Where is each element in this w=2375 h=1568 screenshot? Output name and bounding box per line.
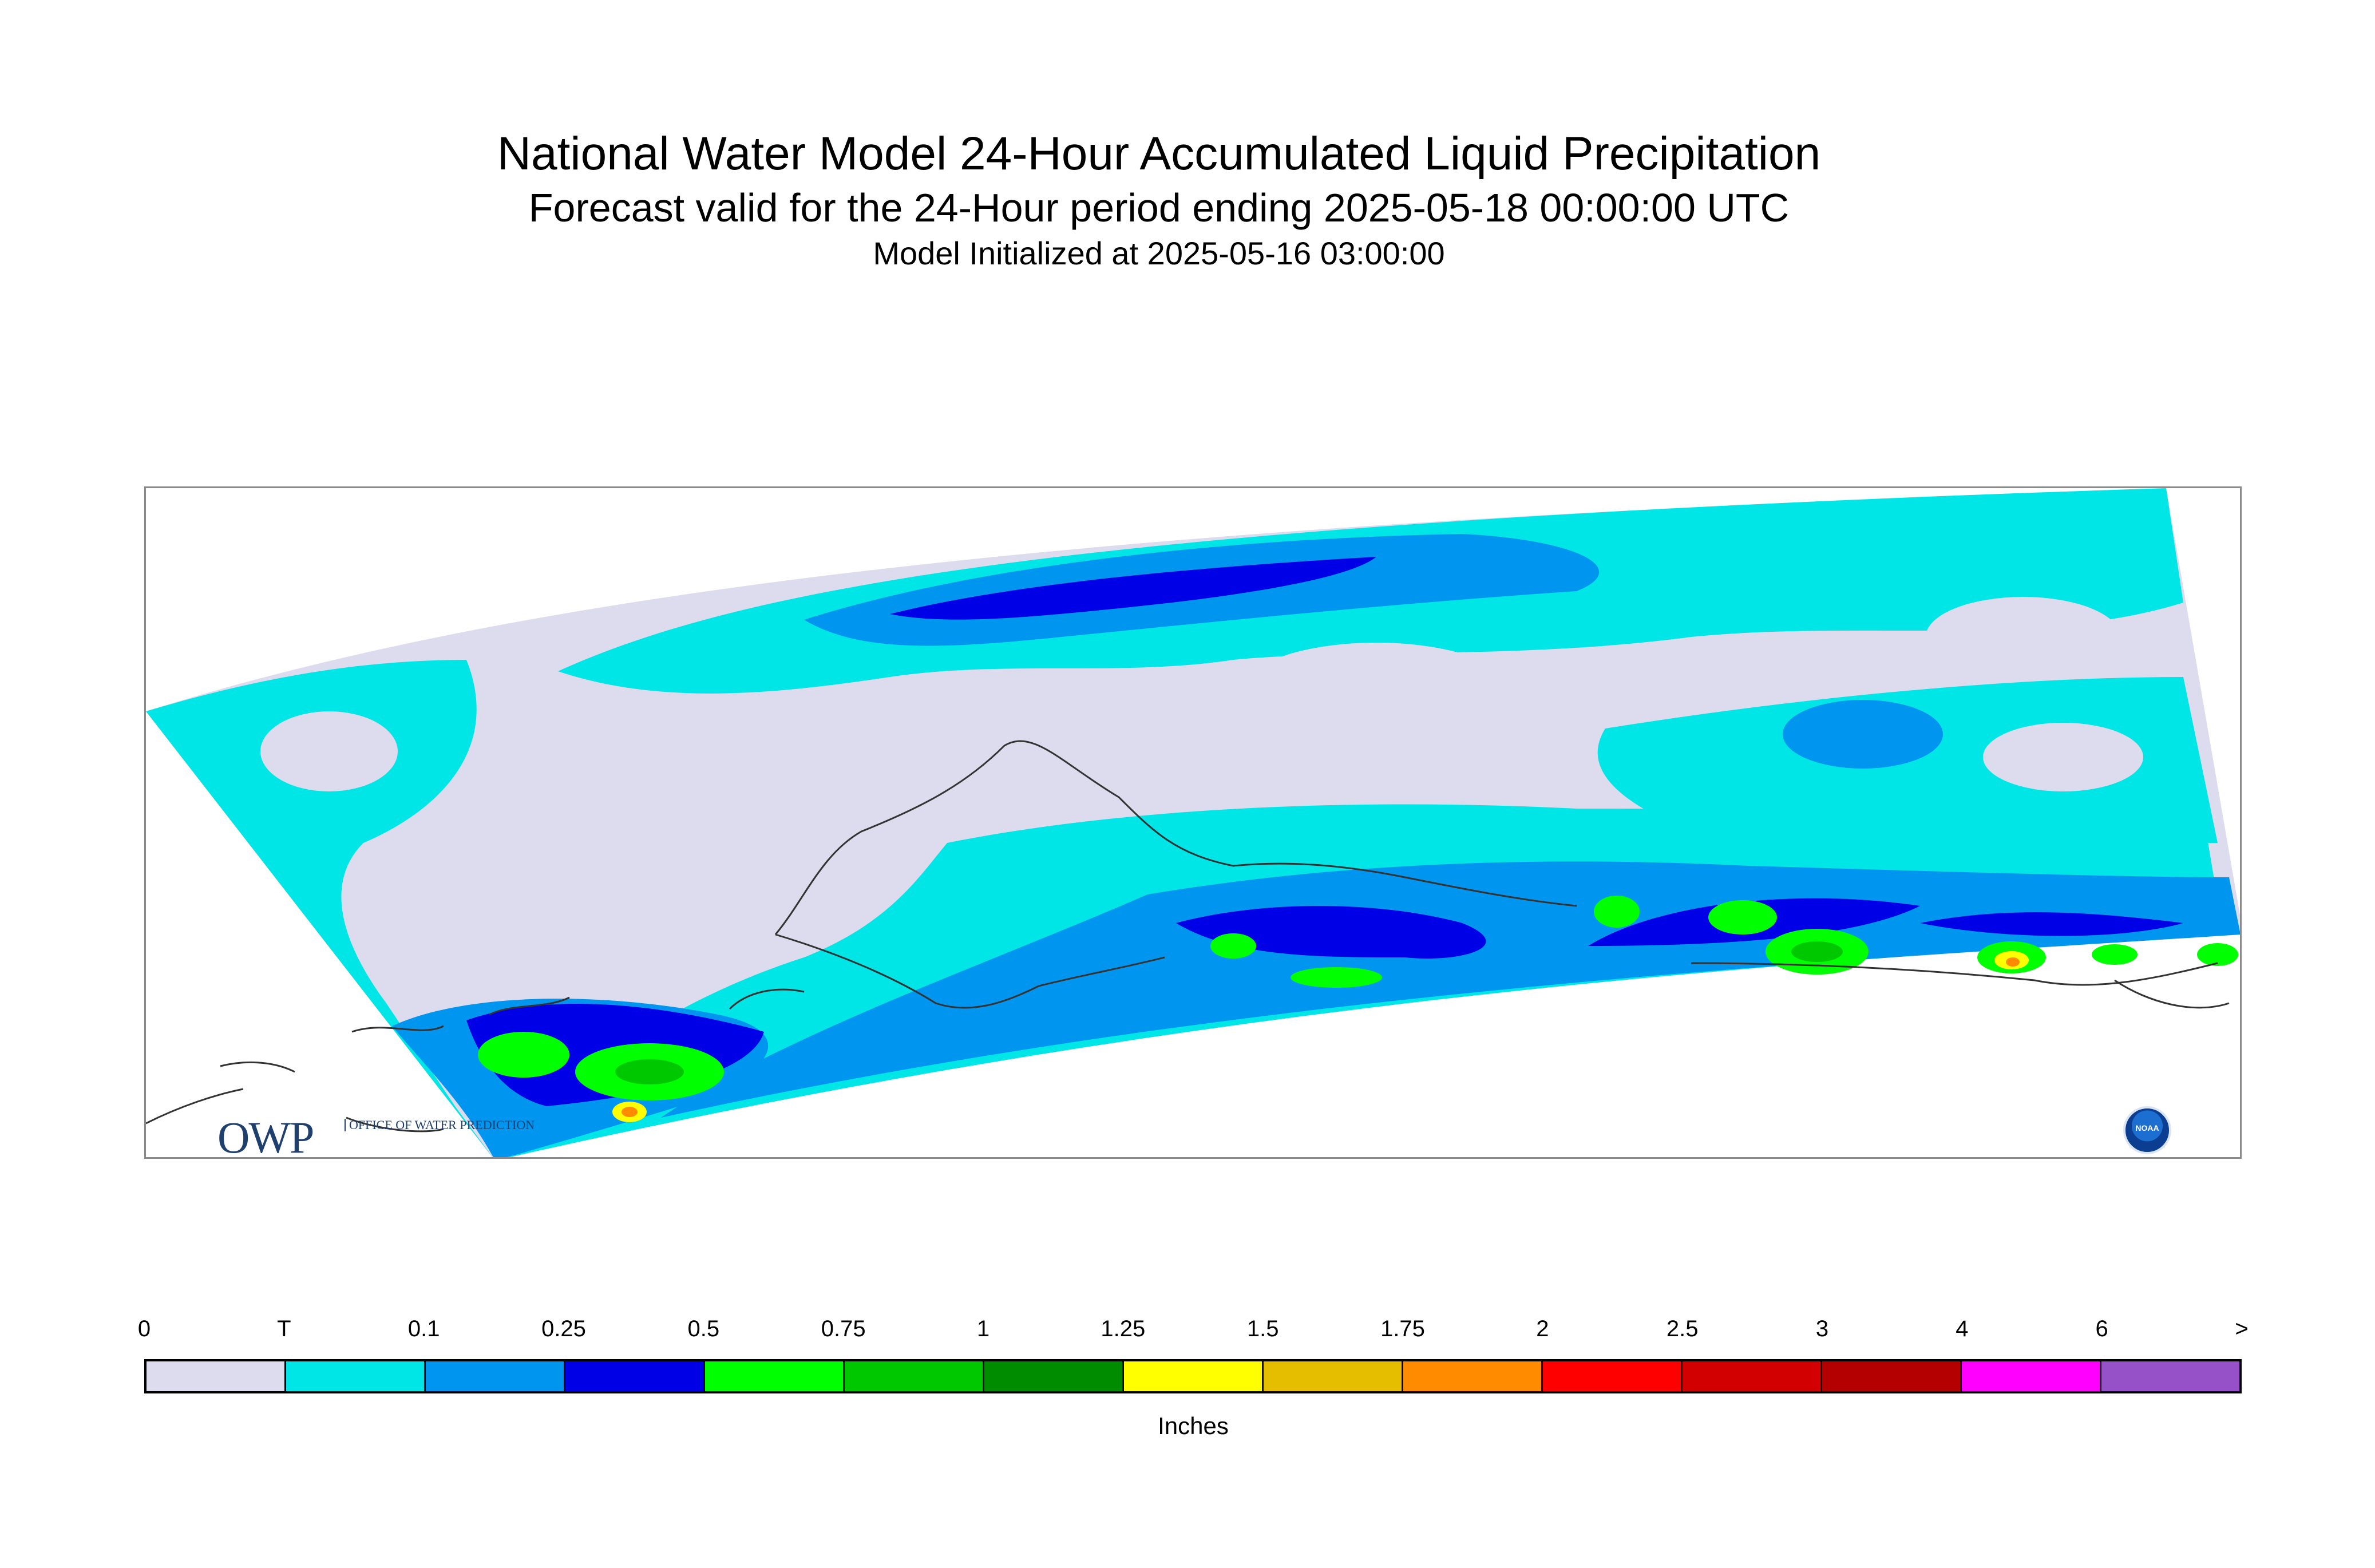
- legend-tick-label: 1.25: [1101, 1316, 1146, 1341]
- green-core-ne-3: [2197, 943, 2238, 966]
- legend-color-box: [1543, 1361, 1683, 1391]
- heavy-precip-north: [890, 557, 1376, 620]
- trace-patch-5: [1983, 723, 2143, 791]
- green-core-ak-2: [1291, 967, 1382, 988]
- green-core-e-1: [1594, 896, 1640, 928]
- coastline-east: [1691, 962, 2230, 1009]
- owp-logo-wording: OFFICE OF WATER PREDICTION: [345, 1119, 535, 1131]
- coastline-nw: [146, 1061, 444, 1133]
- legend-tick-label: 0.75: [821, 1316, 866, 1341]
- legend-tick-label: 2: [1536, 1316, 1549, 1341]
- green-core-sw-3: [615, 1059, 684, 1084]
- coastline-sw: [351, 988, 805, 1033]
- medium-precip-ne: [1783, 700, 1943, 769]
- legend-color-box: [1822, 1361, 1962, 1391]
- owp-logo-letters: OWP: [217, 1112, 314, 1159]
- green-core-sw-1: [478, 1032, 569, 1078]
- noaa-logo-text: NOAA: [2135, 1123, 2159, 1133]
- legend-color-box: [1264, 1361, 1403, 1391]
- legend-tick-label: T: [277, 1316, 291, 1341]
- green-core-ak-1: [1210, 933, 1256, 959]
- legend-tick-label: 1.5: [1246, 1316, 1279, 1341]
- legend-color-box: [1683, 1361, 1822, 1391]
- legend-color-box: [286, 1361, 426, 1391]
- coastline-alaska: [774, 740, 1577, 1009]
- legend-units: Inches: [1158, 1412, 1229, 1439]
- map-canvas: [146, 488, 2240, 1157]
- noaa-logo-icon: NOAA: [2123, 1106, 2171, 1154]
- legend-color-box: [705, 1361, 845, 1391]
- legend-color-box: [845, 1361, 984, 1391]
- legend-color-box: [147, 1361, 286, 1391]
- legend-tick-label: 0.25: [541, 1316, 586, 1341]
- legend-tick-label: 1.75: [1380, 1316, 1425, 1341]
- legend-color-box: [426, 1361, 565, 1391]
- trace-patch-3: [1926, 597, 2120, 677]
- legend-tick-label: 3: [1815, 1316, 1829, 1341]
- legend-color-box: [1962, 1361, 2101, 1391]
- legend-color-box: [565, 1361, 705, 1391]
- green-core-ne-2: [2092, 944, 2138, 965]
- legend-tick-label: 6: [2095, 1316, 2108, 1341]
- legend-tick-label: 0.1: [407, 1316, 440, 1341]
- legend-color-box: [1403, 1361, 1543, 1391]
- legend-color-box: [984, 1361, 1124, 1391]
- legend-tick-label: 1: [976, 1316, 990, 1341]
- legend-tick-label: 0: [137, 1316, 151, 1341]
- precipitation-map: OWP OFFICE OF WATER PREDICTION NOAA: [144, 486, 2242, 1159]
- chart-subtitle: Forecast valid for the 24-Hour period en…: [528, 185, 1790, 230]
- legend-tick-label: 4: [1956, 1316, 1969, 1341]
- model-init-line: Model Initialized at 2025-05-16 03:00:00: [873, 235, 1445, 271]
- heavy-precip-ne: [1920, 912, 2183, 936]
- trace-patch-1: [827, 694, 1125, 820]
- legend-colorbar: [144, 1359, 2242, 1393]
- orange-core-ne: [2006, 957, 2020, 967]
- legend-color-box: [2101, 1361, 2239, 1391]
- legend-color-box: [1124, 1361, 1264, 1391]
- legend-tick-label: 0.5: [687, 1316, 720, 1341]
- orange-core-sw: [622, 1107, 638, 1117]
- green-core-e-2: [1708, 900, 1777, 935]
- legend-tick-label: 2.5: [1666, 1316, 1699, 1341]
- trace-patch-4: [260, 711, 398, 791]
- legend-tick-label: >: [2235, 1316, 2249, 1341]
- chart-title: National Water Model 24-Hour Accumulated…: [497, 128, 1821, 180]
- trace-patch-2: [1245, 643, 1508, 734]
- green-core-e-4: [1791, 941, 1843, 962]
